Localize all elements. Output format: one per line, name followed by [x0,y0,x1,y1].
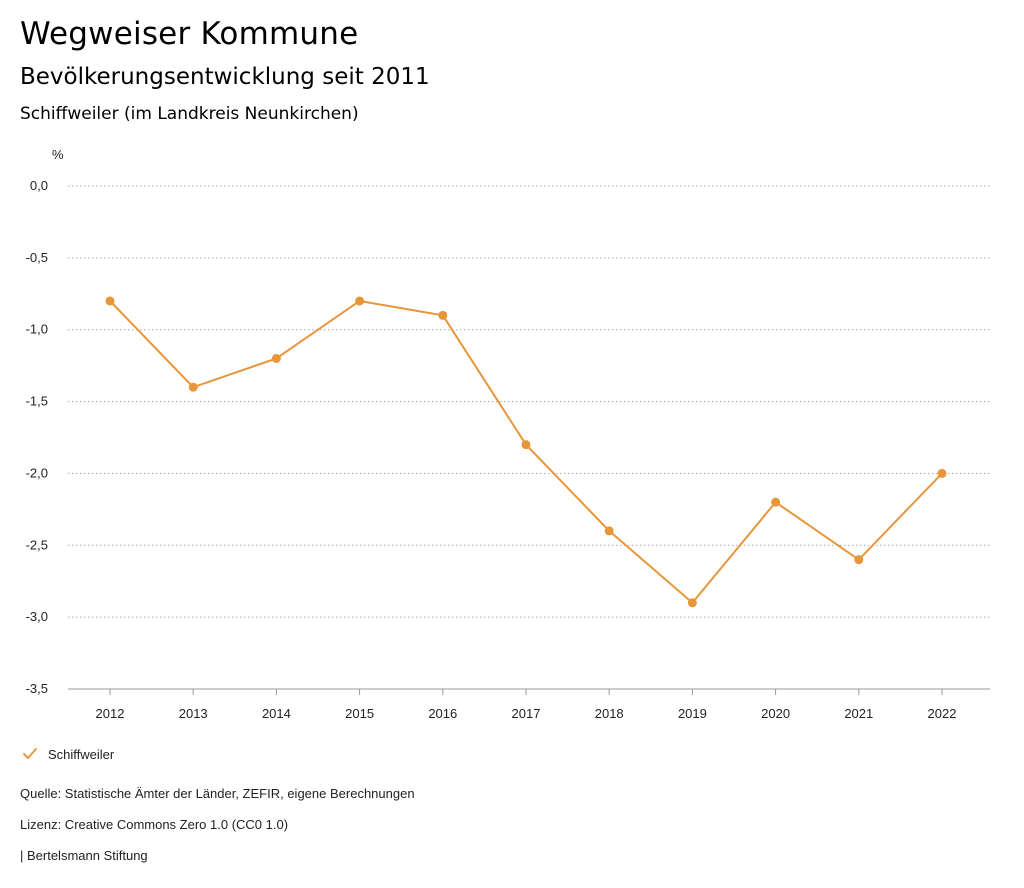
page-title: Wegweiser Kommune [20,16,359,52]
x-tick-label: 2021 [844,706,873,721]
grid-layer [68,185,990,690]
data-point [271,353,281,363]
y-tick-label: -2,5 [26,537,48,552]
data-point [604,526,614,536]
source-note: Quelle: Statistische Ämter der Länder, Z… [20,786,415,801]
x-tick-label: 2012 [96,706,125,721]
series-layer [105,296,947,608]
y-tick-label: -2,0 [26,465,48,480]
y-tick-label: -0,5 [26,250,48,265]
series-line [109,299,943,604]
data-point [105,296,115,306]
data-point [521,440,531,450]
x-tick-label: 2013 [179,706,208,721]
legend-label: Schiffweiler [48,746,115,762]
data-point [771,497,781,507]
y-tick-label: -3,0 [26,609,48,624]
y-axis: % 0,0 -0,5 -1,0 -1,5 -2,0 -2,5 -3,0 -3,5 [26,147,64,696]
chart-subtitle: Bevölkerungsentwicklung seit 2011 [20,64,430,90]
data-point [687,598,697,608]
x-tick-label: 2015 [345,706,374,721]
x-tick-label: 2017 [512,706,541,721]
x-axis: 2012 2013 2014 2015 2016 2017 2018 2019 2020 2021… [96,689,957,721]
x-tick-label: 2019 [678,706,707,721]
license-note: Lizenz: Creative Commons Zero 1.0 (CC0 1… [20,817,289,832]
y-axis-label: % [52,147,64,162]
y-tick-label: -1,5 [26,394,48,409]
x-tick-label: 2016 [428,706,457,721]
line-chart: %0,0-0,5-1,0-1,5-2,0-2,5-3,0-3,5 2012 201… [26,147,990,721]
x-tick-label: 2018 [595,706,624,721]
data-point [854,555,864,565]
x-tick-label: 2014 [262,706,291,721]
legend[interactable]: Schiffweiler [20,744,114,764]
data-point [188,382,198,392]
check-icon [23,748,37,759]
x-tick-label: 2022 [928,706,957,721]
region-label: Schiffweiler (im Landkreis Neunkirchen) [20,104,359,124]
data-point [438,310,448,320]
x-tick-label: 2020 [761,706,790,721]
y-tick-label: -1,0 [26,322,48,337]
y-tick-label: 0,0 [30,178,48,193]
data-point [355,296,365,306]
data-point [937,468,947,478]
publisher-note: | Bertelsmann Stiftung [20,848,148,863]
y-tick-label: -3,5 [26,681,48,696]
